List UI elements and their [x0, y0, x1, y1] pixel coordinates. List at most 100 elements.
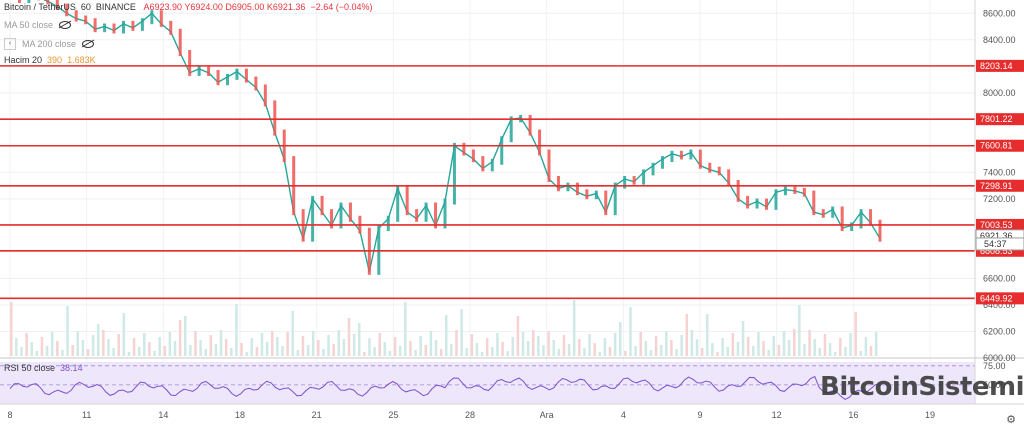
candle [216, 69, 220, 86]
price-line [18, 0, 881, 272]
volume-bar [143, 333, 146, 356]
volume-bar [173, 341, 177, 356]
volume-bar [746, 337, 750, 356]
level-tag-label: 8203.14 [980, 61, 1013, 71]
eye-crossed-icon[interactable] [82, 40, 95, 48]
candle [197, 65, 201, 76]
volume-bar [598, 352, 602, 356]
symbol-name[interactable]: Bitcoin / TetherUS [4, 2, 76, 12]
time-tick-label: 12 [772, 410, 782, 420]
indicator-rsi[interactable]: RSI 50 close 38.14 [4, 363, 83, 373]
volume-bar [532, 330, 535, 356]
volume-bar [398, 346, 402, 356]
volume-bar [404, 302, 407, 356]
volume-bar [137, 347, 141, 356]
volume-bar [839, 338, 842, 356]
volume-bar [629, 307, 632, 356]
volume-bar [833, 352, 837, 356]
rsi-value: 38.14 [60, 363, 83, 373]
candle [613, 182, 617, 216]
volume-bar [619, 322, 622, 356]
candle [386, 215, 390, 232]
volume-bar [644, 341, 648, 356]
candle [765, 198, 769, 210]
volume-bars [10, 300, 878, 356]
price-tags: 8203.14 7801.22 7600.81 7298.91 7003.53 6808.… [975, 59, 1024, 305]
volume-bar [214, 344, 218, 356]
rsi-tick-label: 50.00 [983, 380, 1006, 390]
volume-bar [86, 349, 90, 356]
volume-bar [81, 340, 85, 356]
volume-bar [526, 341, 530, 356]
candle [623, 176, 627, 189]
volume-bar [603, 338, 607, 356]
volume-bar [752, 346, 755, 356]
price-tick-label: 7400.00 [983, 167, 1016, 177]
candle [642, 169, 646, 185]
volume-bar [659, 345, 663, 356]
volume-bar [690, 330, 694, 356]
volume-bar [665, 331, 668, 356]
indicator-volume[interactable]: Hacim 20 390 1.683K [4, 55, 96, 65]
volume-bar [736, 342, 740, 356]
candle [566, 182, 570, 192]
volume-bar [184, 316, 187, 356]
volume-bar [726, 347, 729, 356]
chart-header: Bitcoin / TetherUS 60 BINANCE A6923.90 Y… [4, 2, 373, 12]
volume-bar [572, 300, 576, 356]
volume-bar [429, 331, 433, 356]
volume-bar [675, 349, 678, 356]
volume-bar [342, 339, 346, 356]
volume-bar [40, 337, 44, 356]
volume-bar [567, 344, 571, 356]
volume-bar [593, 343, 596, 356]
indicator-ma50[interactable]: MA 50 close [4, 20, 72, 30]
candle [405, 185, 409, 216]
volume-bar [583, 348, 586, 356]
candle [311, 195, 315, 242]
volume-bar [757, 332, 760, 356]
volume-bar [30, 342, 33, 356]
volume-bar [20, 347, 23, 356]
volume-bar [296, 350, 300, 356]
volume-bar [306, 345, 310, 356]
candle [471, 149, 475, 163]
volume-bar [639, 332, 642, 356]
volume-bar [782, 331, 786, 356]
volume-bar [158, 337, 161, 356]
last-price-label: 6921.36 [980, 231, 1013, 241]
candle [150, 10, 154, 25]
time-tick-label: Ara [540, 410, 554, 420]
volume-bar [516, 316, 520, 356]
collapse-chevron-icon[interactable]: ‹ [4, 38, 16, 50]
candle [755, 198, 759, 209]
eye-crossed-icon[interactable] [59, 21, 72, 29]
price-tick-label: 8400.00 [983, 35, 1016, 45]
volume-bar [122, 313, 126, 356]
time-axis: 8 11 14 18 21 25 28 Ara 4 9 12 16 19 [7, 410, 935, 420]
volume-bar [409, 341, 412, 356]
gear-icon[interactable]: ⚙ [1006, 414, 1016, 426]
volume-bar [56, 341, 59, 356]
volume-bar [506, 351, 509, 356]
indicator-ma200[interactable]: ‹ MA 200 close [4, 38, 95, 50]
level-tag [976, 179, 1024, 192]
volume-bar [470, 334, 474, 356]
volume-bar [706, 314, 709, 356]
volume-bar [578, 339, 581, 356]
volume-bar [700, 348, 704, 356]
volume-bar [317, 340, 320, 356]
candle [538, 129, 542, 156]
volume-bar [424, 345, 428, 356]
candle [178, 28, 182, 57]
interval[interactable]: 60 [80, 2, 91, 12]
volume-bar [496, 333, 499, 356]
volume-bar [823, 334, 827, 356]
rsi-pane-background [0, 362, 975, 404]
volume-bar [102, 330, 105, 356]
volume-bar [649, 350, 653, 356]
volume-bar [475, 343, 479, 356]
candle [500, 136, 504, 165]
volume-bar [311, 331, 315, 356]
